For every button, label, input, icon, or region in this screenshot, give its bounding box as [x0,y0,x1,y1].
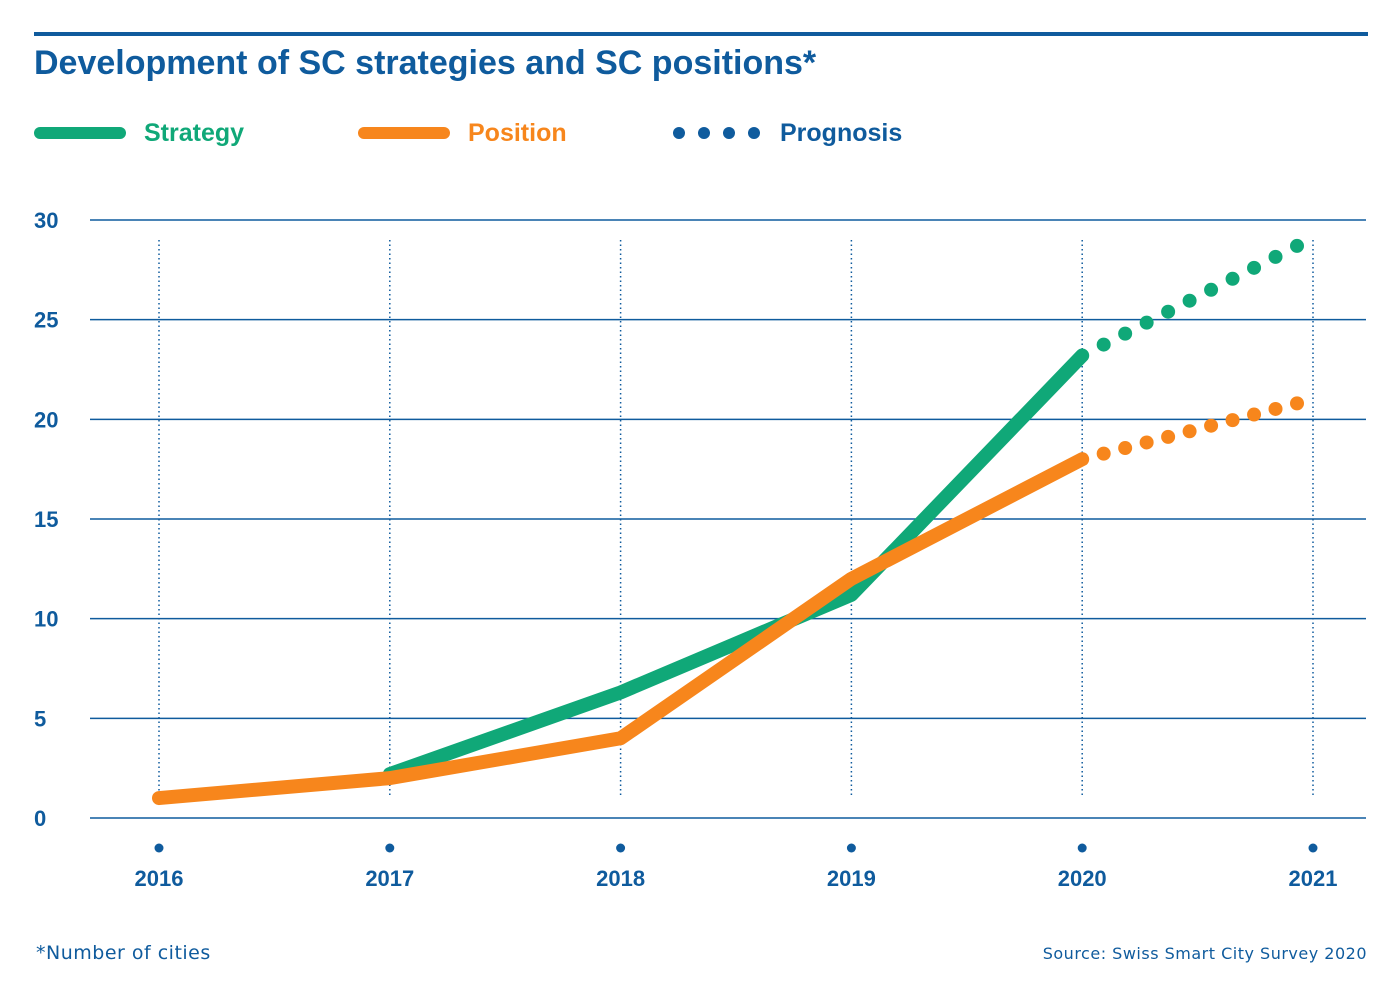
x-tick-label: 2018 [596,866,645,891]
prognosis-dot-position [1161,429,1176,444]
chart-title: Development of SC strategies and SC posi… [34,44,817,82]
legend-item-prognosis: Prognosis [673,113,902,153]
y-tick-label: 15 [34,507,58,532]
prognosis-dot-strategy [1118,326,1133,341]
x-tick-dot-2016 [154,843,164,853]
prognosis-dot-position [1096,446,1111,461]
prognosis-dot-strategy [1182,293,1197,308]
legend-item-strategy: Strategy [34,113,244,153]
x-tick-dot-2017 [385,843,395,853]
legend-label-strategy: Strategy [144,118,245,147]
x-tick-dot-2020 [1077,843,1087,853]
x-tick-dot-2019 [846,843,856,853]
x-tick-label: 2017 [365,866,414,891]
legend-swatch-position [358,127,450,139]
top-rule [34,32,1368,36]
x-tick-label: 2020 [1058,866,1107,891]
source-note: Source: Swiss Smart City Survey 2020 [1042,944,1367,963]
prognosis-dot-strategy [1161,304,1176,319]
legend-item-position: Position [358,113,567,153]
legend-label-position: Position [468,118,567,147]
prognosis-dot-strategy [1225,271,1240,286]
prognosis-dot-position [1290,396,1304,411]
prognosis-dot-position [1182,424,1197,439]
prognosis-dot-strategy [1096,337,1111,352]
prognosis-dot-strategy [1290,238,1304,253]
y-tick-label: 5 [34,706,46,731]
footnote: *Number of cities [36,942,211,964]
prognosis-dot-position [1139,435,1154,450]
legend-swatch-strategy [34,127,126,139]
x-tick-dot-2018 [616,843,626,853]
y-tick-label: 10 [34,607,58,632]
prognosis-dot-position [1204,418,1219,433]
series-line-position [152,452,1090,806]
x-tick-dot-2021 [1308,843,1318,853]
x-tick-label: 2016 [135,866,184,891]
legend-label-prognosis: Prognosis [780,118,903,147]
series-line-strategy [382,348,1090,782]
legend-dots-prognosis [673,127,760,139]
prognosis-dot-strategy [1204,282,1219,297]
prognosis-dot-position [1247,407,1262,422]
y-tick-label: 0 [34,806,46,831]
y-tick-label: 25 [34,308,58,333]
prognosis-dot-strategy [1268,249,1283,264]
y-tick-label: 30 [34,208,58,233]
x-tick-label: 2021 [1289,866,1338,891]
x-tick-label: 2019 [827,866,876,891]
prognosis-dot-position [1118,441,1133,456]
prognosis-dot-strategy [1139,315,1154,330]
prognosis-dot-position [1268,401,1283,416]
y-tick-label: 20 [34,407,58,432]
prognosis-dot-strategy [1247,260,1262,275]
legend: Strategy Position Prognosis [34,113,1034,153]
prognosis-dot-position [1225,413,1240,428]
